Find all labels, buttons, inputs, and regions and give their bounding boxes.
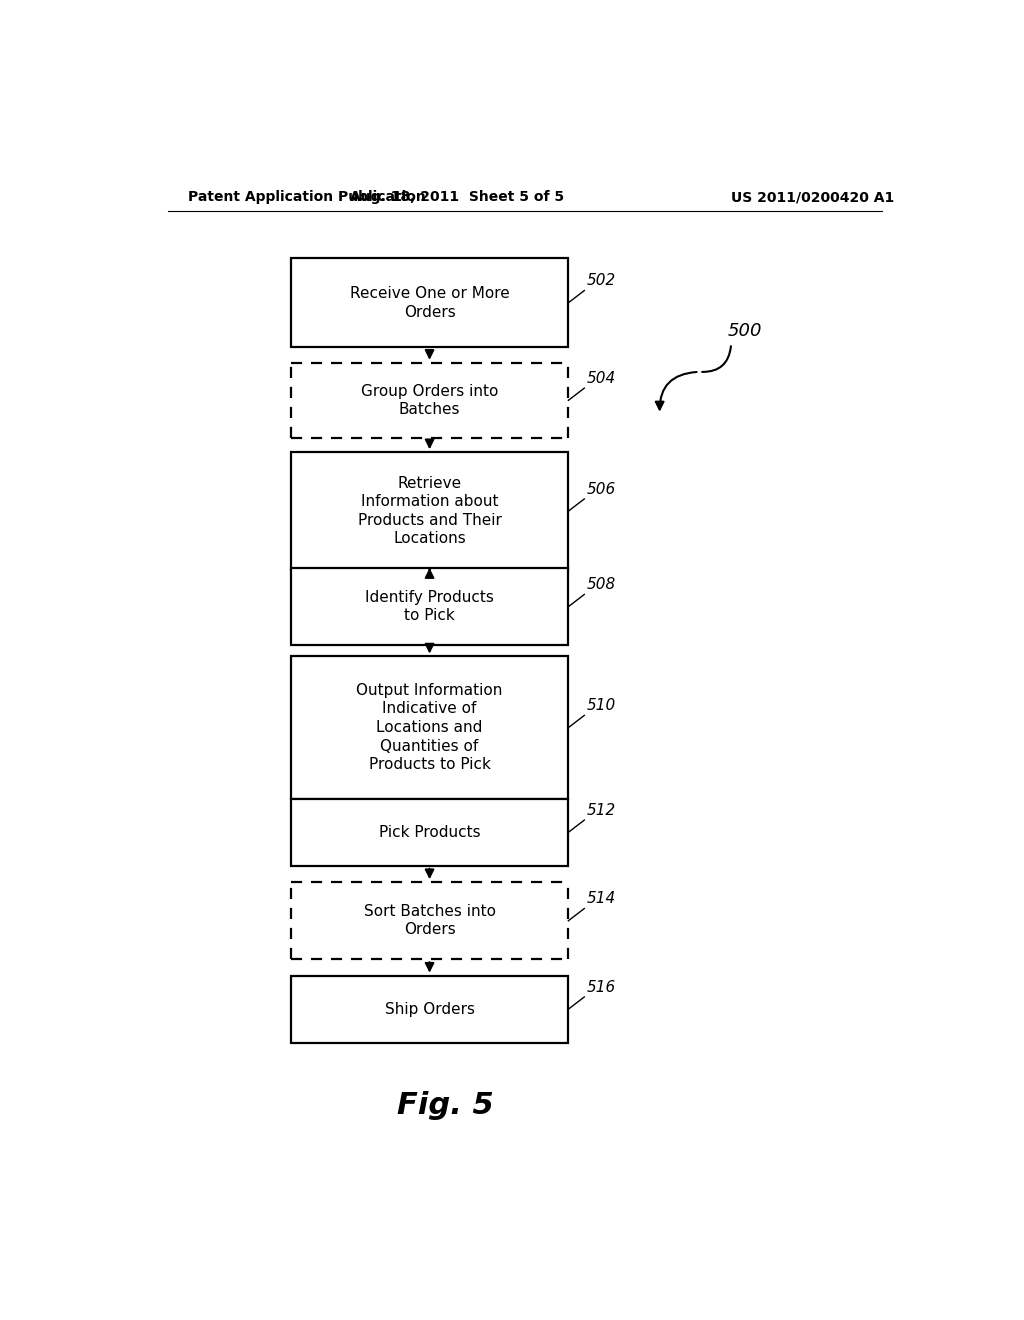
Text: 506: 506 xyxy=(587,482,616,496)
Text: Group Orders into
Batches: Group Orders into Batches xyxy=(360,384,499,417)
Text: 514: 514 xyxy=(587,891,616,907)
Text: Sort Batches into
Orders: Sort Batches into Orders xyxy=(364,904,496,937)
Text: 516: 516 xyxy=(587,979,616,995)
Text: 500: 500 xyxy=(727,322,762,341)
Text: Aug. 18, 2011  Sheet 5 of 5: Aug. 18, 2011 Sheet 5 of 5 xyxy=(350,190,564,205)
Text: Identify Products
to Pick: Identify Products to Pick xyxy=(366,590,494,623)
Text: 510: 510 xyxy=(587,698,616,713)
Text: US 2011/0200420 A1: US 2011/0200420 A1 xyxy=(731,190,894,205)
Text: Patent Application Publication: Patent Application Publication xyxy=(187,190,425,205)
Text: 502: 502 xyxy=(587,273,616,289)
Text: Pick Products: Pick Products xyxy=(379,825,480,840)
Bar xyxy=(291,656,568,799)
Bar xyxy=(291,975,568,1043)
Text: 512: 512 xyxy=(587,803,616,818)
Text: Ship Orders: Ship Orders xyxy=(385,1002,474,1016)
Bar xyxy=(291,257,568,347)
Text: 508: 508 xyxy=(587,577,616,593)
Text: Output Information
Indicative of
Locations and
Quantities of
Products to Pick: Output Information Indicative of Locatio… xyxy=(356,682,503,772)
Bar xyxy=(291,568,568,645)
Bar xyxy=(291,453,568,570)
Text: Retrieve
Information about
Products and Their
Locations: Retrieve Information about Products and … xyxy=(357,475,502,546)
Text: Receive One or More
Orders: Receive One or More Orders xyxy=(349,286,510,319)
Text: 504: 504 xyxy=(587,371,616,385)
Bar xyxy=(291,799,568,866)
Text: Fig. 5: Fig. 5 xyxy=(397,1092,494,1121)
